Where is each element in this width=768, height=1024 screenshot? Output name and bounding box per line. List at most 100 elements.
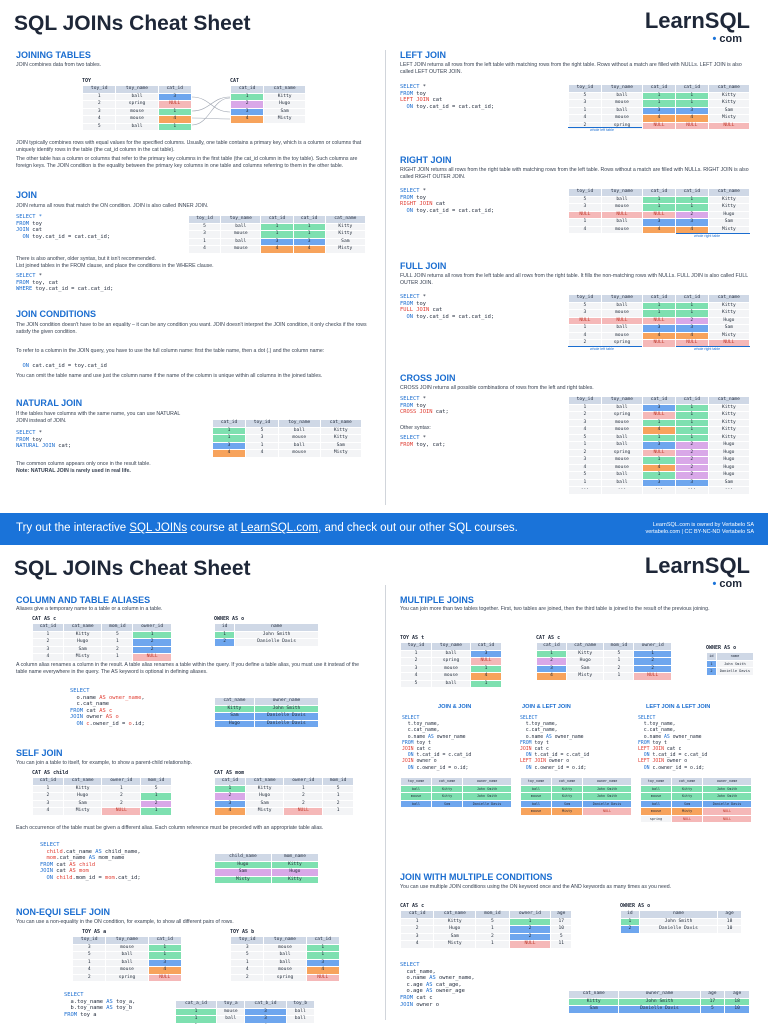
table-cell: 5	[187, 222, 222, 231]
table-cell: ball	[278, 426, 321, 435]
table-cell: John Smith	[715, 659, 755, 668]
column-header: cat_name	[565, 642, 605, 651]
table-cell: 2	[140, 799, 172, 808]
table-cell: 1	[71, 958, 107, 967]
column-header: toy_name	[519, 777, 553, 786]
column-header: owner_id	[633, 642, 672, 651]
table-row: 1 ball 3 3 Sam	[568, 106, 751, 115]
table-row: 1 Kitty 5 1	[536, 649, 672, 658]
table-row: 3 Sam	[229, 107, 306, 116]
table-header-row: cat_id cat_name	[229, 85, 306, 94]
table-cell: 2	[32, 638, 64, 647]
column-header: mom_id	[603, 642, 635, 651]
sql-joins-link[interactable]: SQL JOINs	[129, 522, 188, 534]
table-row: 3 mouse 1	[399, 664, 503, 673]
table-cell: 5	[568, 195, 602, 204]
column-header: cat_name	[707, 396, 751, 405]
table-cell: 1	[399, 917, 435, 926]
table-cell: 3	[399, 932, 435, 941]
table-cell: 2	[283, 792, 324, 801]
table-cell: ···	[642, 486, 676, 495]
column-header: toy_id	[229, 936, 265, 945]
table-cell: mouse	[105, 943, 149, 952]
column-header: cat_name	[551, 777, 584, 786]
section-heading-cross-join: CROSS JOIN	[400, 373, 456, 383]
table-row: 2 spring NULL NULL NULL	[568, 121, 751, 130]
relationship-lines	[191, 96, 231, 126]
joining-intro: JOIN combines data from two tables.	[16, 62, 102, 68]
table-row: 4 Misty NULL 1	[32, 807, 172, 816]
table-cell: ball	[600, 433, 644, 442]
multi-owner-label: OWNER AS o	[706, 645, 737, 651]
table-cell: mouse	[278, 434, 321, 443]
table-cell: 11	[550, 940, 572, 949]
table-row: 4 Misty 1 NULL	[536, 672, 672, 681]
table-row: ball Sam Danielle Davis	[519, 799, 632, 808]
table-header-row: cat_id cat_name mom_id owner_id	[32, 623, 172, 632]
table-cell: John Smith	[702, 784, 752, 793]
table-row: 3 mouse 1 1 Kitty	[568, 309, 751, 318]
table-cell: 3	[642, 441, 676, 450]
column-header: cat_id	[674, 396, 709, 405]
column-header: toy_name	[431, 642, 471, 651]
table-row: ball Kitty John Smith	[639, 784, 752, 793]
table-cell: 1	[322, 807, 354, 816]
table-row: 3 Sam 2 2	[536, 664, 672, 673]
table-cell: 1	[101, 653, 134, 662]
table-cell: Hugo	[707, 316, 751, 325]
table-cell: Kitty	[671, 784, 704, 793]
column-header: cat_name	[567, 990, 620, 999]
table-cell: 1	[211, 434, 247, 443]
cross-code-2: SELECT * FROM toy, cat;	[400, 435, 446, 448]
column-header: cat_name	[62, 623, 103, 632]
table-cell: 1	[260, 230, 294, 239]
table-cell: 1	[568, 403, 602, 412]
table-cell: Danielle Davis	[618, 1005, 701, 1014]
table-cell: 2	[399, 657, 433, 666]
alias-owner-table: id name 1 John Smith 2 Danielle Davis	[213, 623, 319, 647]
column-header: toy_name	[115, 85, 159, 94]
table-cell: 1	[187, 237, 222, 246]
table-cell: Sam	[214, 868, 272, 877]
table-cell: Sam	[551, 799, 584, 808]
column-header: owner_id	[283, 777, 324, 786]
cat-as-mom-label: CAT AS mom	[214, 770, 245, 776]
table-cell: 3	[32, 799, 64, 808]
table-cell: Misty	[62, 653, 103, 662]
table-cell: 4	[642, 331, 676, 340]
table-row: ball Sam Danielle Davis	[639, 799, 752, 808]
table-cell: NULL	[600, 316, 644, 325]
table-cell: ball	[115, 122, 159, 131]
table-cell: 4	[147, 966, 182, 975]
table-cell: spring	[600, 121, 644, 130]
column-header: toy_id	[568, 188, 602, 197]
table-cell: 1	[674, 433, 709, 442]
table-cell: 1	[642, 471, 676, 480]
table-cell: mouse	[600, 463, 644, 472]
table-header-row: toy_name cat_name owner_name	[399, 777, 512, 786]
table-cell: Kitty	[319, 426, 362, 435]
table-cell: Sam	[431, 799, 464, 808]
table-row: 1 5 ball Kitty	[211, 426, 362, 435]
table-cell: 1	[469, 679, 503, 688]
toy-table: toy_id toy_name cat_id 1 ball 3 2 spring NULL 3 mo…	[81, 85, 192, 131]
table-cell: NULL	[702, 814, 752, 823]
column-header: owner_name	[702, 777, 752, 786]
table-cell: Danielle Davis	[702, 799, 752, 808]
table-cell: 3	[674, 218, 709, 227]
column-header: mom_id	[322, 777, 354, 786]
table-cell: 2	[229, 973, 265, 982]
column-header: cat_a_id	[174, 1000, 218, 1009]
table-cell: 2	[508, 925, 552, 934]
table-cell: Kitty	[270, 875, 320, 884]
table-cell: 2	[674, 448, 709, 457]
table-cell: NULL	[305, 973, 340, 982]
table-cell: 3	[568, 309, 602, 318]
table-cell: 3	[674, 324, 709, 333]
column-header: cat_name	[707, 188, 751, 197]
table-cell: 4	[214, 807, 246, 816]
learnsql-link[interactable]: LearnSQL.com	[240, 522, 319, 534]
table-cell: 3	[147, 958, 182, 967]
table-row: 5 ball 1	[399, 679, 503, 688]
multicond-cat-label: CAT AS c	[400, 903, 425, 909]
